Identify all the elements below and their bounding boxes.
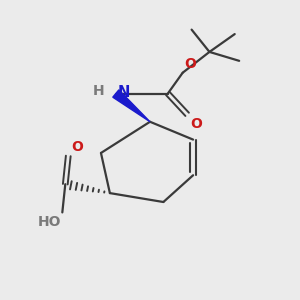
Text: H: H	[93, 84, 104, 98]
Text: N: N	[117, 85, 130, 100]
Text: O: O	[190, 117, 202, 131]
Text: O: O	[184, 57, 196, 71]
Text: O: O	[71, 140, 83, 154]
Polygon shape	[113, 90, 150, 122]
Text: HO: HO	[37, 215, 61, 230]
